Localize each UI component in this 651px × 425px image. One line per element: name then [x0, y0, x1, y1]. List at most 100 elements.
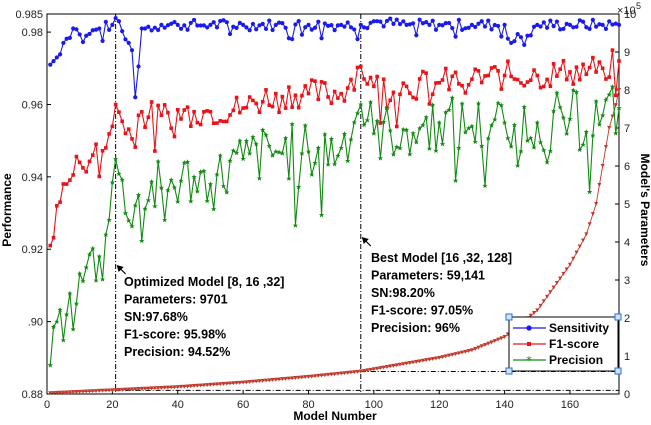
f1-point [156, 103, 160, 108]
f1-point [394, 124, 399, 129]
f1-point [172, 134, 177, 139]
parameters-point [574, 250, 579, 255]
parameters-point [398, 362, 403, 367]
legend-handle[interactable] [505, 313, 513, 321]
precision-point [175, 198, 181, 204]
parameters-point [384, 365, 389, 370]
f1-point [254, 101, 258, 106]
parameters-point [548, 290, 553, 295]
sensitivity-point [345, 20, 350, 25]
f1-point [532, 68, 536, 72]
sensitivity-point [270, 27, 275, 33]
precision-point [204, 198, 210, 204]
sensitivity-point [348, 25, 354, 30]
parameters-point [309, 374, 314, 379]
precision-point [276, 149, 282, 155]
f1-point [48, 243, 53, 248]
precision-point [90, 245, 96, 251]
sensitivity-point [260, 21, 265, 27]
parameters-point [61, 390, 66, 395]
precision-point [449, 95, 455, 101]
precision-point [184, 159, 191, 165]
sensitivity-point [375, 19, 380, 24]
best-annotation-line: Parameters: 59,141 [371, 269, 485, 283]
parameters-point [156, 386, 161, 391]
sensitivity-point [185, 27, 190, 32]
sensitivity-point [577, 18, 582, 23]
parameters-point [182, 384, 187, 389]
precision-point [99, 276, 106, 282]
parameters-point [339, 371, 344, 376]
precision-point [122, 210, 129, 216]
sensitivity-point [87, 31, 92, 37]
precision-point [394, 144, 400, 150]
y2-exponent: 5 [636, 1, 641, 11]
legend-handle[interactable] [505, 367, 513, 375]
sensitivity-point [319, 36, 324, 41]
parameters-point [440, 355, 445, 360]
f1-point [202, 110, 206, 114]
parameters-point [466, 349, 471, 354]
sensitivity-point [182, 23, 187, 28]
f1-point [90, 153, 95, 157]
sensitivity-point [234, 25, 239, 31]
legend-handle[interactable] [614, 367, 622, 375]
f1-point [551, 62, 556, 66]
parameters-point [172, 385, 177, 390]
precision-point [502, 119, 508, 125]
f1-point [512, 77, 517, 81]
f1-point [483, 74, 487, 78]
parameters-point [221, 381, 226, 386]
f1-point [162, 103, 167, 107]
precision-point [96, 253, 102, 259]
y2-tick-label: 4 [624, 237, 630, 249]
f1-point [584, 72, 589, 77]
precision-point [305, 148, 312, 154]
f1-point [87, 159, 92, 164]
sensitivity-point [77, 32, 82, 37]
sensitivity-point [460, 27, 465, 33]
sensitivity-point [378, 19, 383, 24]
precision-point [145, 197, 151, 203]
sensitivity-point [567, 22, 573, 27]
parameters-point [476, 345, 481, 350]
precision-point [436, 119, 442, 125]
legend-precision-label: Precision [549, 353, 603, 367]
parameters-point [486, 341, 491, 346]
parameters-point [205, 383, 210, 388]
precision-point [198, 169, 204, 175]
legend-sensitivity-marker [526, 325, 532, 331]
y2-tick-label: 9 [624, 47, 630, 59]
sensitivity-point [116, 19, 122, 24]
precision-point [374, 118, 380, 124]
parameters-point [270, 378, 275, 383]
parameters-point [250, 379, 255, 384]
parameters-point [139, 386, 144, 391]
sensitivity-point [463, 26, 468, 31]
f1-point [100, 148, 105, 153]
precision-point [573, 89, 580, 95]
x-tick-label: 80 [302, 399, 314, 411]
precision-point [479, 143, 485, 149]
f1-point [84, 169, 89, 174]
precision-point [541, 147, 547, 153]
parameters-point [427, 357, 432, 362]
precision-point [459, 100, 465, 106]
f1-point [568, 70, 572, 74]
sensitivity-point [48, 62, 53, 67]
legend-handle[interactable] [614, 313, 622, 321]
sensitivity-point [231, 24, 236, 29]
sensitivity-point [286, 36, 291, 41]
parameters-point [404, 361, 409, 366]
f1-point [136, 113, 141, 118]
f1-point [244, 105, 249, 110]
f1-point [372, 84, 376, 89]
parameters-point [551, 285, 556, 290]
sensitivity-point [528, 33, 533, 38]
sensitivity-point [558, 27, 563, 32]
sensitivity-point [538, 24, 543, 29]
precision-point [515, 162, 521, 168]
precision-point [201, 168, 207, 174]
precision-point [148, 179, 155, 185]
